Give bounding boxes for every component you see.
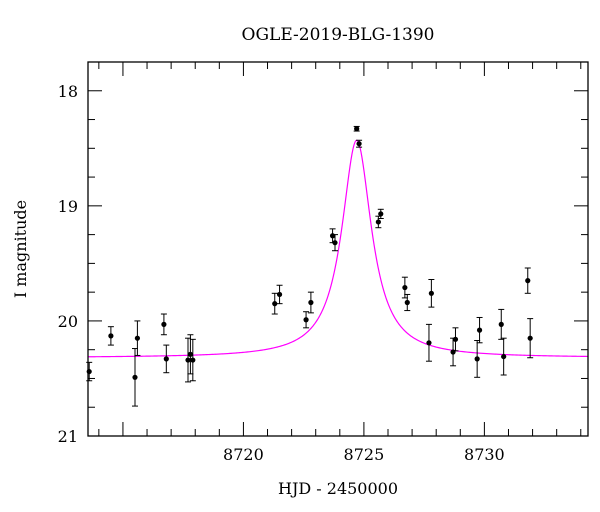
point-marker <box>308 299 314 306</box>
data-point <box>331 234 338 252</box>
data-point <box>404 293 411 312</box>
y-axis-label: I magnitude <box>11 200 30 298</box>
data-point <box>107 326 114 346</box>
data-point <box>476 316 483 344</box>
plot-frame <box>87 61 589 437</box>
data-point <box>452 327 459 352</box>
point-marker <box>426 340 432 346</box>
point-marker <box>404 299 410 306</box>
data-point <box>276 284 283 305</box>
data-point <box>500 337 507 376</box>
point-marker <box>476 327 483 333</box>
data-point <box>134 320 141 356</box>
data-point <box>189 338 196 382</box>
y-tick-label: 19 <box>58 197 78 216</box>
x-tick-label: 8730 <box>464 445 505 464</box>
data-point <box>187 334 194 375</box>
chart-title: OGLE-2019-BLG-1390 <box>242 25 435 45</box>
point-marker <box>185 357 191 363</box>
data-point <box>131 348 138 407</box>
point-marker <box>375 219 381 225</box>
point-marker <box>527 335 533 341</box>
point-marker <box>190 357 196 363</box>
data-point <box>474 339 481 378</box>
point-marker <box>161 321 167 327</box>
y-tick-label: 20 <box>58 312 78 331</box>
point-marker <box>356 141 362 147</box>
data-point <box>160 313 167 336</box>
x-tick-label: 8725 <box>344 445 385 464</box>
data-points <box>86 125 534 407</box>
axis-ticks <box>88 61 588 437</box>
point-marker <box>187 351 194 357</box>
data-point <box>377 208 384 220</box>
point-marker <box>163 356 169 362</box>
point-marker <box>525 278 531 284</box>
data-point <box>401 276 408 299</box>
data-point <box>353 125 360 132</box>
y-tick-label: 21 <box>58 427 78 446</box>
x-tick-labels: 8720 8725 8730 <box>223 445 505 464</box>
point-marker <box>452 336 459 342</box>
point-marker <box>276 291 283 298</box>
data-point <box>271 292 278 315</box>
data-point <box>524 267 531 294</box>
data-point <box>185 337 191 383</box>
x-axis-label: HJD - 2450000 <box>278 479 398 498</box>
data-point <box>303 311 310 329</box>
point-marker <box>303 317 309 323</box>
data-point <box>307 291 314 314</box>
x-tick-label: 8720 <box>223 445 264 464</box>
point-marker <box>272 301 278 307</box>
data-point <box>356 139 363 148</box>
point-marker <box>450 349 456 355</box>
point-marker <box>134 335 140 341</box>
point-marker <box>501 353 507 360</box>
data-point <box>428 278 435 308</box>
data-point <box>163 344 170 374</box>
data-point <box>527 318 534 359</box>
y-tick-labels: 18 19 20 21 <box>58 82 78 446</box>
point-marker <box>108 333 114 339</box>
data-point <box>498 308 505 340</box>
point-marker <box>402 284 408 291</box>
point-marker <box>378 211 384 217</box>
point-marker <box>332 240 338 246</box>
point-marker <box>354 126 360 132</box>
point-marker <box>132 374 138 380</box>
point-marker <box>428 290 434 296</box>
data-point <box>425 323 432 362</box>
point-marker <box>474 356 480 362</box>
point-marker <box>329 233 336 239</box>
y-tick-label: 18 <box>58 82 78 101</box>
point-marker <box>498 321 504 327</box>
